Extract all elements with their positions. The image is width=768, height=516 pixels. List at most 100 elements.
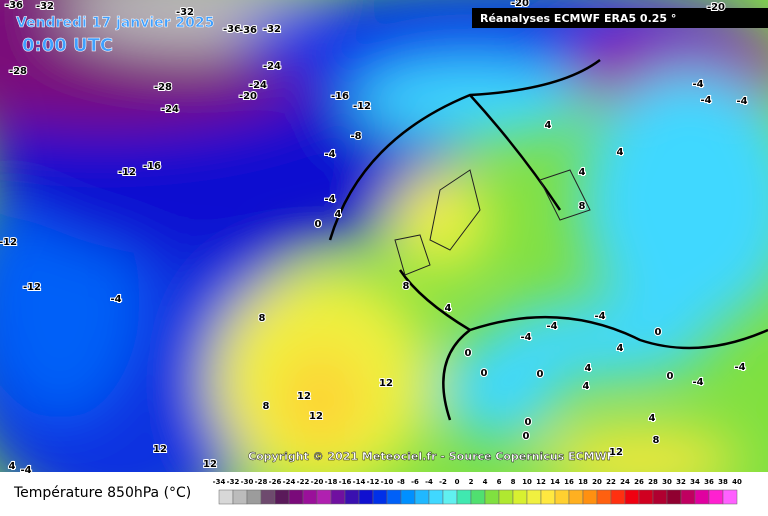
contour-label: -12 (23, 282, 41, 293)
colorbar-box (568, 489, 584, 505)
colorbar-box (554, 489, 570, 505)
contour-label: -32 (36, 1, 54, 12)
contour-label: 0 (315, 219, 322, 230)
zero-isotherm (328, 58, 768, 421)
contour-label: -36 (5, 0, 23, 11)
colorbar-tick-label: -14 (353, 478, 366, 486)
contour-label: -4 (520, 332, 531, 343)
colorbar-box (232, 489, 248, 505)
colorbar-tick-label: 24 (620, 478, 630, 486)
contour-label: 8 (579, 201, 586, 212)
colorbar-tick-label: 0 (455, 478, 460, 486)
colorbar-box (428, 489, 444, 505)
contour-label: -16 (143, 161, 161, 172)
contour-label: -28 (9, 66, 27, 77)
colorbar-box (442, 489, 458, 505)
contour-label: 8 (403, 281, 410, 292)
contour-label: 4 (445, 303, 452, 314)
contour-label: 0 (481, 368, 488, 379)
colorbar-tick-label: 28 (648, 478, 658, 486)
colorbar-tick-label: -20 (311, 478, 324, 486)
contour-label: 4 (617, 147, 624, 158)
colorbar-box (470, 489, 486, 505)
contour-label: -20 (239, 91, 257, 102)
contour-label: -36 (239, 25, 257, 36)
contour-label: -12 (353, 101, 371, 112)
colorbar-tick-label: -4 (425, 478, 433, 486)
colorbar-tick-label: -18 (325, 478, 338, 486)
colorbar-box (498, 489, 514, 505)
colorbar-box (708, 489, 724, 505)
contour-label: -4 (736, 96, 747, 107)
contour-label: -28 (154, 82, 172, 93)
colorbar-box (274, 489, 290, 505)
colorbar: -34 -32 -30 -28 -26 -24 -22 -20 -18 -16 -14 -12 -10-… (213, 478, 742, 505)
colorbar-tick-label: 20 (592, 478, 602, 486)
legend-title: Température 850hPa (°C) (13, 485, 191, 501)
contour-label: 4 (579, 167, 586, 178)
colorbar-tick-label: -28 (255, 478, 268, 486)
colorbar-box (512, 489, 528, 505)
contour-label: -4 (324, 194, 335, 205)
colorbar-tick-label: 6 (497, 478, 502, 486)
colorbar-box (652, 489, 668, 505)
contour-labels: -36 -32-32-36-36 -32-20 -20-28 -24-28 -24-20-… (0, 0, 749, 477)
source-box (472, 8, 768, 28)
colorbar-tick-label: 34 (690, 478, 700, 486)
contour-label: 0 (655, 327, 662, 338)
colorbar-box (358, 489, 374, 505)
contour-label: 8 (653, 435, 660, 446)
colorbar-box (316, 489, 332, 505)
contour-label: 12 (609, 447, 623, 458)
contour-label: -4 (324, 149, 335, 160)
colorbar-tick-label: -10 (381, 478, 394, 486)
contour-label: 0 (537, 369, 544, 380)
contour-label: -12 (118, 167, 136, 178)
contour-label: 4 (545, 120, 552, 131)
contour-label: 0 (525, 417, 532, 428)
contour-label: -4 (692, 377, 703, 388)
colorbar-tick-label: 16 (564, 478, 574, 486)
colorbar-box (372, 489, 388, 505)
colorbar-box (540, 489, 556, 505)
colorbar-box (610, 489, 626, 505)
colorbar-box (288, 489, 304, 505)
colorbar-tick-label: 26 (634, 478, 644, 486)
source-text: Réanalyses ECMWF ERA5 0.25 ° (480, 12, 676, 25)
contour-label: 0 (465, 348, 472, 359)
colorbar-tick-label: -16 (339, 478, 352, 486)
colorbar-box (218, 489, 234, 505)
colorbar-tick-label: 14 (550, 478, 560, 486)
colorbar-box (260, 489, 276, 505)
colorbar-tick-label: 4 (483, 478, 488, 486)
contour-label: -4 (546, 321, 557, 332)
contour-label: 8 (263, 401, 270, 412)
contour-label: -8 (350, 131, 361, 142)
contour-label: -4 (734, 362, 745, 373)
colorbar-tick-label: 32 (676, 478, 686, 486)
colorbar-tick-label: -32 (227, 478, 240, 486)
contour-label: 4 (617, 343, 624, 354)
colorbar-box (344, 489, 360, 505)
contour-label: 4 (585, 363, 592, 374)
colorbar-box (246, 489, 262, 505)
colorbar-box (582, 489, 598, 505)
colorbar-box (526, 489, 542, 505)
contour-label: -4 (20, 465, 31, 476)
contour-label: -24 (263, 61, 281, 72)
contour-label: -32 (176, 7, 194, 18)
colorbar-box (596, 489, 612, 505)
colorbar-box (694, 489, 710, 505)
contour-label: 4 (335, 209, 342, 220)
contour-label: -24 (161, 104, 179, 115)
colorbar-box (638, 489, 654, 505)
contour-label: 8 (259, 313, 266, 324)
colorbar-box (330, 489, 346, 505)
contour-label: -20 (707, 2, 725, 13)
contour-label: 12 (297, 391, 311, 402)
colorbar-box (400, 489, 416, 505)
contour-label: -20 (511, 0, 529, 9)
colorbar-box (456, 489, 472, 505)
colorbar-tick-label: 10 (522, 478, 532, 486)
